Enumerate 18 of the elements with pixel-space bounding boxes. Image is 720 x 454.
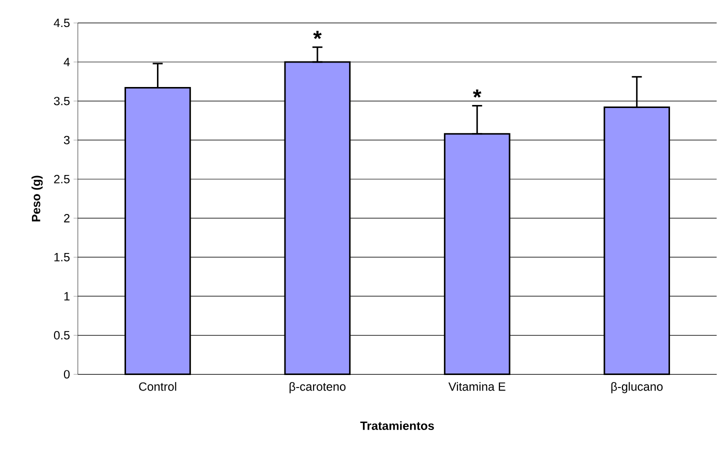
y-tick-label: 2.5 [54,174,70,184]
y-tick-label: 0.5 [54,330,70,340]
x-tick-label: β-caroteno [290,382,346,394]
y-tick-label: 4.5 [54,18,70,28]
annotation: * [472,89,482,98]
y-tick-label: 3.5 [54,96,70,106]
y-tick-label: 2 [64,214,70,222]
x-tick-label: Control [139,382,176,391]
annotation: * [313,30,322,39]
y-axis-title: Peso (g) [32,176,43,222]
y-tick-label: 1.5 [54,252,70,262]
x-axis-title: Tratamientos [360,421,434,430]
y-tick-label: 4 [64,58,70,66]
y-tick-label: 3 [64,136,70,144]
x-tick-label: β-glucano [611,382,663,394]
y-tick-label: 0 [64,370,70,378]
y-tick-label: 1 [64,292,70,300]
x-tick-label: Vitamina E [448,382,506,391]
